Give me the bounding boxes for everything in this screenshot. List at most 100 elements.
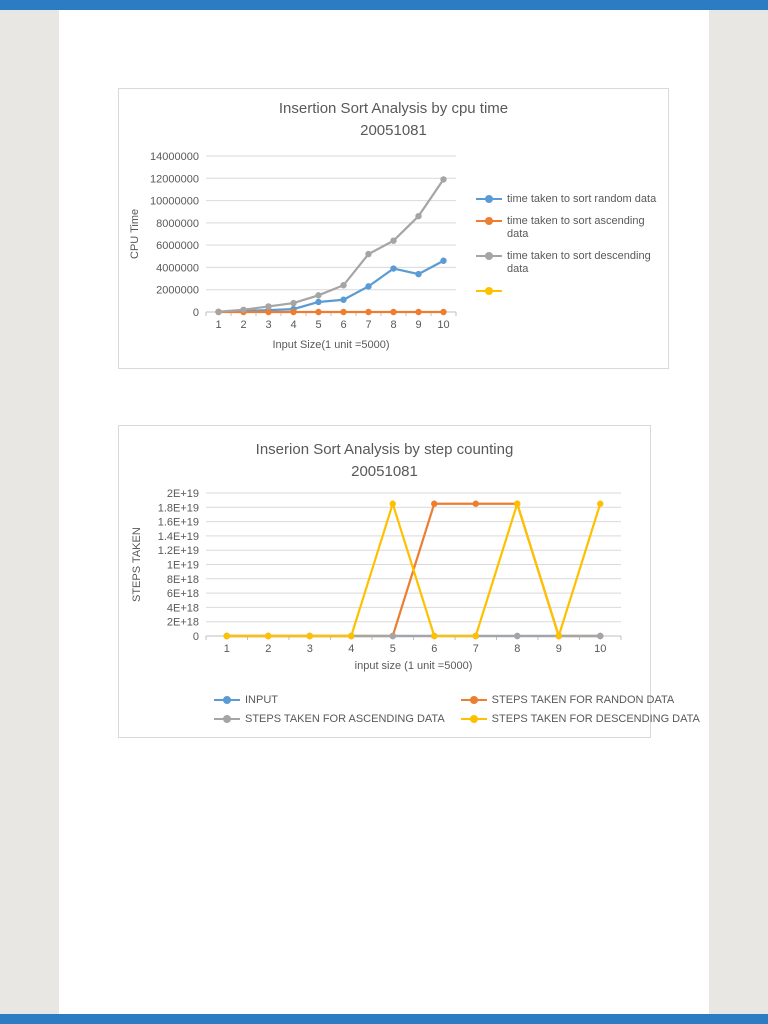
y-tick-label: 1.6E+19 bbox=[158, 517, 199, 529]
y-tick-label: 1.2E+19 bbox=[158, 545, 199, 557]
legend: INPUT STEPS TAKEN FOR RANDON DATA STEPS TA… bbox=[214, 694, 700, 726]
series-line-2 bbox=[218, 178, 445, 313]
y-tick-label: 1.8E+19 bbox=[158, 502, 199, 514]
y-tick-label: 6000000 bbox=[156, 240, 199, 252]
series-0-data-point bbox=[390, 265, 397, 272]
viewer-bottom-bar bbox=[0, 1014, 768, 1024]
cpu-time-chart: Insertion Sort Analysis by cpu time 2005… bbox=[118, 88, 669, 369]
x-tick-label: 6 bbox=[340, 319, 346, 331]
legend-label: time taken to sort descending data bbox=[507, 250, 651, 275]
x-tick-label: 10 bbox=[594, 643, 606, 655]
series-1-data-point bbox=[340, 308, 347, 316]
x-tick-label: 5 bbox=[315, 319, 321, 331]
series-1-data-point bbox=[265, 308, 272, 316]
series-1-data-point bbox=[390, 308, 397, 316]
legend-marker-icon bbox=[460, 694, 487, 705]
series-0-data-point bbox=[365, 283, 372, 290]
legend-item: STEPS TAKEN FOR ASCENDING DATA bbox=[214, 713, 445, 726]
x-tick-label: 1 bbox=[224, 643, 230, 655]
series-2-data-point bbox=[215, 308, 222, 315]
x-tick-label: 10 bbox=[437, 319, 449, 331]
series-2-data-point bbox=[365, 250, 372, 258]
x-axis-title: Input Size(1 unit =5000) bbox=[272, 339, 390, 351]
series-3-data-point bbox=[306, 632, 313, 640]
y-tick-label: 2E+18 bbox=[167, 617, 199, 629]
series-line-3 bbox=[226, 500, 602, 640]
series-1-data-point bbox=[431, 500, 438, 507]
x-tick-label: 8 bbox=[390, 319, 396, 331]
legend-marker-icon bbox=[214, 713, 240, 724]
series-3-data-point bbox=[431, 632, 438, 640]
y-tick-label: 8E+18 bbox=[167, 574, 199, 586]
y-axis-title: CPU Time bbox=[129, 208, 141, 260]
series-0-data-point bbox=[440, 257, 447, 264]
series-3-data-point bbox=[223, 632, 230, 640]
legend-item: STEPS TAKEN FOR DESCENDING DATA bbox=[460, 713, 700, 726]
x-tick-label: 4 bbox=[290, 319, 296, 331]
y-tick-label: 2000000 bbox=[156, 285, 199, 297]
y-tick-label: 10000000 bbox=[150, 196, 199, 208]
x-tick-label: 7 bbox=[365, 319, 371, 331]
series-2-data-point bbox=[514, 632, 521, 640]
series-2-data-point bbox=[290, 299, 297, 307]
viewer-top-bar bbox=[0, 0, 768, 10]
series-2-data-point bbox=[389, 632, 396, 640]
y-tick-label: 4E+18 bbox=[167, 602, 199, 614]
y-tick-label: 12000000 bbox=[150, 173, 199, 185]
series-0-data-point bbox=[315, 298, 322, 306]
series-3-data-point bbox=[597, 500, 604, 507]
legend-label: INPUT bbox=[245, 694, 278, 706]
series-0-data-point bbox=[415, 270, 422, 278]
legend-label: time taken to sort ascending data bbox=[507, 215, 645, 240]
y-tick-label: 2E+19 bbox=[167, 488, 199, 500]
y-tick-label: 8000000 bbox=[156, 218, 199, 230]
legend-item bbox=[476, 285, 507, 296]
legend-marker-icon bbox=[476, 250, 502, 261]
x-tick-label: 7 bbox=[473, 643, 479, 655]
x-tick-label: 2 bbox=[265, 643, 271, 655]
series-2-data-point bbox=[415, 212, 422, 220]
x-tick-label: 3 bbox=[265, 319, 271, 331]
series-1-data-point bbox=[315, 308, 322, 316]
series-0-data-point bbox=[340, 296, 347, 303]
series-3-data-point bbox=[348, 632, 355, 640]
legend-label: STEPS TAKEN FOR RANDON DATA bbox=[491, 694, 675, 706]
legend-marker-icon bbox=[476, 193, 502, 204]
x-tick-label: 9 bbox=[556, 643, 562, 655]
series-3-data-point bbox=[514, 500, 521, 507]
document-page: Insertion Sort Analysis by cpu time 2005… bbox=[59, 10, 709, 1014]
step-counting-chart: Inserion Sort Analysis by step counting … bbox=[118, 425, 700, 738]
x-tick-label: 1 bbox=[215, 319, 221, 331]
legend-label: STEPS TAKEN FOR ASCENDING DATA bbox=[245, 713, 445, 725]
plot-area: 0 2E+18 4E+18 6E+18 8E+18 1E+19 1.2E+19 1.4E+19… bbox=[158, 488, 622, 655]
series-1-data-point bbox=[472, 500, 479, 507]
legend-item: STEPS TAKEN FOR RANDON DATA bbox=[460, 694, 700, 707]
series-2-data-point bbox=[240, 306, 247, 313]
series-2-data-point bbox=[265, 303, 272, 310]
series-2-data-point bbox=[440, 176, 447, 183]
x-tick-label: 5 bbox=[390, 643, 396, 655]
series-line-0 bbox=[218, 259, 445, 313]
series-3-data-point bbox=[472, 632, 479, 640]
legend-marker-icon bbox=[460, 713, 487, 724]
y-tick-label: 14000000 bbox=[150, 151, 199, 163]
chart-subtitle: 20051081 bbox=[351, 463, 418, 480]
series-3-data-point bbox=[265, 632, 272, 640]
legend-item: INPUT bbox=[214, 694, 445, 707]
series-2-data-point bbox=[390, 237, 397, 244]
plot-area: 0 2000000 4000000 6000000 8000000 10000000 120… bbox=[150, 151, 457, 331]
series-2-data-point bbox=[315, 292, 322, 299]
legend-label: time taken to sort random data bbox=[507, 193, 657, 205]
legend-item: time taken to sort descending data bbox=[476, 250, 668, 276]
x-tick-label: 3 bbox=[307, 643, 313, 655]
series-2-data-point bbox=[340, 282, 347, 289]
x-tick-label: 6 bbox=[431, 643, 437, 655]
legend-item: time taken to sort ascending data bbox=[476, 215, 668, 241]
legend-marker-icon bbox=[476, 285, 502, 296]
legend-item: time taken to sort random data bbox=[476, 193, 656, 206]
x-tick-label: 4 bbox=[348, 643, 354, 655]
chart-subtitle: 20051081 bbox=[360, 122, 427, 139]
x-tick-label: 2 bbox=[240, 319, 246, 331]
series-3-data-point bbox=[389, 500, 396, 507]
series-1-data-point bbox=[290, 308, 297, 316]
